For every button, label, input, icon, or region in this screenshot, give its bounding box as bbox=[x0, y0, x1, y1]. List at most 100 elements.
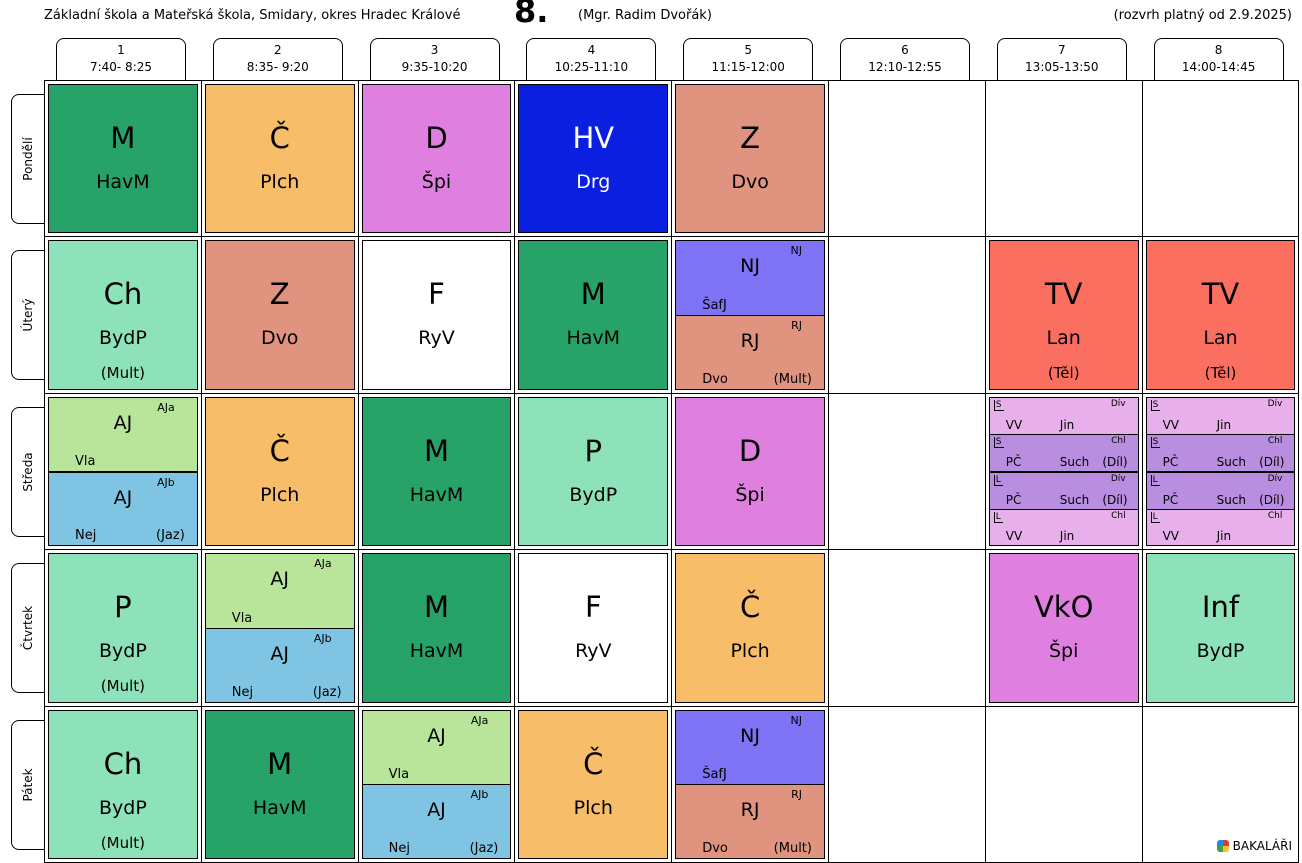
lesson-group: Chl bbox=[1111, 436, 1126, 447]
group-lesson-card[interactable]: RJ RJ Dvo (Mult) bbox=[675, 315, 825, 390]
lesson-group: Dív bbox=[1267, 473, 1283, 484]
lesson-card[interactable]: F RyV bbox=[361, 240, 512, 390]
lesson-subject: PČ bbox=[1005, 492, 1022, 507]
period-time: 11:15-12:00 bbox=[711, 60, 785, 74]
lesson-card[interactable]: Č Plch bbox=[518, 709, 669, 859]
lesson-group: Dív bbox=[1110, 398, 1126, 409]
lesson-card[interactable]: TV Lan (Těl) bbox=[1145, 240, 1296, 390]
lesson-teacher: HavM bbox=[96, 171, 150, 193]
lesson-teacher: BydP bbox=[569, 483, 618, 506]
group-lesson-card[interactable]: L Dív PČ Such (Díl) bbox=[1145, 471, 1296, 510]
group-lesson-card[interactable]: S Dív VV Jin bbox=[1145, 396, 1296, 436]
lesson-subject: M bbox=[423, 433, 449, 468]
lesson-teacher: Plch bbox=[573, 796, 613, 819]
lesson-teacher: Plch bbox=[730, 640, 770, 663]
class-teacher: (Mgr. Radim Dvořák) bbox=[578, 8, 712, 23]
lesson-room: (Jaz) bbox=[312, 684, 342, 700]
period-header: 7 13:05-13:50 bbox=[996, 38, 1127, 80]
lesson-teacher: ŠafJ bbox=[702, 298, 727, 314]
lesson-subject: VV bbox=[1005, 529, 1023, 544]
group-lesson-card[interactable]: AJb AJ Nej (Jaz) bbox=[48, 471, 198, 547]
lesson-card[interactable]: M HavM bbox=[361, 553, 512, 703]
lesson-room: (Mult) bbox=[773, 840, 812, 856]
validity-date: (rozvrh platný od 2.9.2025) bbox=[1113, 8, 1292, 23]
lesson-subject: Č bbox=[583, 746, 604, 781]
lesson-card[interactable]: F RyV bbox=[518, 553, 669, 703]
lesson-teacher: Such bbox=[1216, 455, 1247, 470]
lesson-subject: AJ bbox=[427, 724, 446, 747]
semester-mark: S bbox=[1150, 437, 1161, 449]
group-lesson-card[interactable]: AJa AJ Vla bbox=[204, 553, 355, 629]
group-lesson-card[interactable]: L Dív PČ Such (Díl) bbox=[988, 471, 1139, 510]
school-name: Základní škola a Mateřská škola, Smidary… bbox=[44, 8, 461, 23]
group-lesson-card[interactable]: NJ NJ ŠafJ bbox=[675, 709, 825, 786]
lesson-teacher: ŠafJ bbox=[702, 767, 727, 783]
lesson-subject: AJ bbox=[113, 486, 133, 509]
semester-mark: L bbox=[993, 511, 1003, 523]
group-lesson-card[interactable]: AJb AJ Nej (Jaz) bbox=[204, 627, 355, 703]
lesson-group: Dív bbox=[1110, 473, 1126, 484]
lesson-teacher: Jin bbox=[1059, 418, 1075, 433]
lesson-card[interactable]: D Špi bbox=[675, 396, 825, 547]
group-lesson-card[interactable]: S Dív VV Jin bbox=[988, 396, 1139, 436]
lesson-room: (Díl) bbox=[1259, 455, 1285, 470]
lesson-teacher: HavM bbox=[252, 796, 307, 819]
lesson-card[interactable]: M HavM bbox=[48, 84, 198, 234]
group-lesson-card[interactable]: S Chl PČ Such (Díl) bbox=[1145, 434, 1296, 473]
lesson-group: RJ bbox=[791, 319, 802, 333]
lesson-card[interactable]: TV Lan (Těl) bbox=[988, 240, 1139, 390]
lesson-subject: P bbox=[584, 433, 603, 468]
lesson-card[interactable]: Z Dvo bbox=[675, 84, 825, 234]
lesson-subject: Č bbox=[269, 121, 290, 155]
lesson-subject: AJ bbox=[270, 568, 289, 591]
group-lesson-card[interactable]: L Chl VV Jin bbox=[988, 508, 1139, 547]
lesson-subject: M bbox=[423, 590, 449, 625]
lesson-subject: AJ bbox=[270, 642, 289, 665]
lesson-subject: Č bbox=[739, 590, 761, 625]
group-lesson-card[interactable]: AJa AJ Vla bbox=[361, 709, 512, 786]
group-lesson-card[interactable]: AJb AJ Nej (Jaz) bbox=[361, 784, 512, 859]
lesson-group: Dív bbox=[1267, 398, 1283, 409]
lesson-card[interactable]: Ch BydP (Mult) bbox=[48, 709, 198, 859]
lesson-subject: VkO bbox=[1033, 590, 1094, 625]
group-lesson-card[interactable]: AJa AJ Vla bbox=[48, 396, 198, 473]
lesson-teacher: Lan bbox=[1203, 327, 1238, 350]
group-lesson-card[interactable]: RJ RJ Dvo (Mult) bbox=[675, 784, 825, 859]
lesson-room: (Díl) bbox=[1259, 492, 1285, 507]
lesson-card[interactable]: Č Plch bbox=[204, 84, 355, 234]
lesson-subject: NJ bbox=[740, 724, 760, 747]
period-header: 8 14:00-14:45 bbox=[1153, 38, 1284, 80]
semester-mark: L bbox=[1150, 511, 1160, 523]
period-time: 8:35- 9:20 bbox=[246, 60, 309, 74]
period-time: 13:05-13:50 bbox=[1025, 60, 1099, 74]
lesson-card[interactable]: Inf BydP bbox=[1145, 553, 1296, 703]
lesson-teacher: Špi bbox=[1048, 640, 1079, 663]
lesson-teacher: Vla bbox=[75, 454, 96, 470]
group-lesson-card[interactable]: L Chl VV Jin bbox=[1145, 508, 1296, 547]
lesson-subject: AJ bbox=[427, 799, 446, 822]
lesson-card[interactable]: HV Drg bbox=[518, 84, 669, 234]
lesson-card[interactable]: Ch BydP (Mult) bbox=[48, 240, 198, 390]
lesson-card[interactable]: M HavM bbox=[361, 396, 512, 547]
lesson-card[interactable]: Z Dvo bbox=[204, 240, 355, 390]
group-lesson-card[interactable]: S Chl PČ Such (Díl) bbox=[988, 434, 1139, 473]
logo-text: BAKALÁŘI bbox=[1232, 839, 1292, 853]
lesson-subject: TV bbox=[1044, 277, 1083, 312]
lesson-card[interactable]: D Špi bbox=[361, 84, 512, 234]
lesson-card[interactable]: P BydP (Mult) bbox=[48, 553, 198, 703]
lesson-card[interactable]: M HavM bbox=[518, 240, 669, 390]
timetable-cell bbox=[1141, 80, 1300, 238]
lesson-room: (Díl) bbox=[1102, 492, 1128, 507]
lesson-subject: RJ bbox=[740, 330, 760, 353]
lesson-subject: F bbox=[584, 590, 602, 625]
lesson-group: AJb bbox=[470, 788, 489, 802]
lesson-card[interactable]: Č Plch bbox=[675, 553, 825, 703]
lesson-card[interactable]: M HavM bbox=[204, 709, 355, 859]
lesson-card[interactable]: Č Plch bbox=[204, 396, 355, 547]
lesson-card[interactable]: VkO Špi bbox=[988, 553, 1139, 703]
day-header: Čtvrtek bbox=[11, 563, 44, 694]
lesson-card[interactable]: P BydP bbox=[518, 396, 669, 547]
timetable-cell bbox=[984, 705, 1143, 863]
lesson-group: AJa bbox=[314, 557, 332, 571]
group-lesson-card[interactable]: NJ NJ ŠafJ bbox=[675, 240, 825, 317]
